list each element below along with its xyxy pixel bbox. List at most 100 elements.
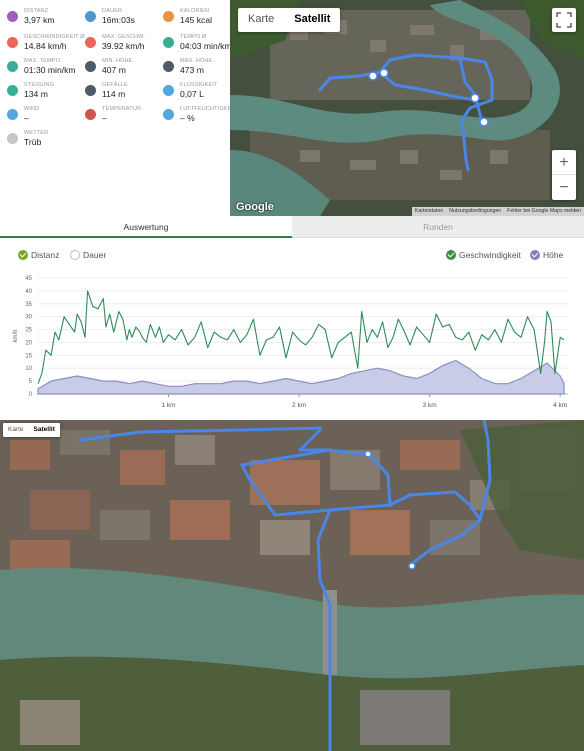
stat-thermometer: TEMPERATUR – (78, 102, 156, 128)
stat-value: 14.84 km/h (24, 41, 67, 51)
toggle-distance[interactable]: Distanz (18, 250, 59, 260)
y-tick-label: 25 (25, 328, 32, 334)
y-tick-label: 45 (25, 276, 32, 282)
mountain-min-icon (85, 61, 96, 72)
stat-label: TEMPO Ø (180, 34, 207, 40)
fullscreen-icon (556, 12, 572, 28)
stat-label: MAX. TEMPO (24, 58, 61, 64)
route-map-detail[interactable]: Karte Satellit (0, 420, 584, 751)
tab-auswertung[interactable]: Auswertung (0, 216, 292, 238)
x-tick-label: 1 km (161, 402, 175, 409)
stopwatch-icon (85, 11, 96, 22)
flame-icon (163, 11, 174, 22)
stat-label: FLÜSSIGKEIT (180, 82, 218, 88)
stat-value: 16m:03s (102, 15, 135, 25)
y-axis-label: km/h (13, 329, 19, 342)
satellite-imagery-detail (0, 420, 584, 751)
map-type-satellite-button[interactable]: Satellit (294, 13, 331, 25)
stat-mountain-max: MAX. HÖHE 473 m (156, 54, 234, 80)
toggle-altitude-label: Höhe (543, 250, 564, 260)
toggle-duration[interactable]: Dauer (70, 250, 106, 260)
stat-humidity: LUFTFEUCHTIGKEIT – % (156, 102, 237, 128)
map-attribution: Kartendaten Nutzungsbedingungen Fehler b… (411, 207, 584, 216)
toggle-duration-label: Dauer (83, 250, 107, 260)
altitude-series-area (37, 359, 565, 395)
y-tick-label: 5 (29, 379, 33, 385)
route-path-detail (78, 420, 492, 751)
stat-label: GESCHWINDIGKEIT Ø (24, 34, 85, 40)
speedometer-max-icon (85, 37, 96, 48)
ascent-icon (7, 85, 18, 96)
x-tick-label: 2 km (292, 402, 306, 409)
checkbox-checked-icon (530, 250, 540, 260)
stat-value: – (102, 113, 107, 123)
water-drops-icon (163, 85, 174, 96)
stat-label: LUFTFEUCHTIGKEIT (180, 106, 237, 112)
map-type-control: Karte Satellit (238, 8, 341, 32)
stat-label: MAX. HÖHE (180, 58, 213, 64)
map-type-control-detail: Karte Satellit (3, 423, 60, 437)
checkbox-unchecked-icon (70, 250, 80, 260)
stat-label: MAX. GESCHW. (102, 34, 145, 40)
stat-label: WIND (24, 106, 40, 112)
zoom-out-button[interactable]: − (559, 179, 569, 196)
stat-mountain-min: MIN. HÖHE 407 m (78, 54, 156, 80)
stat-value: – % (180, 113, 195, 123)
chart-panel: Distanz Dauer Geschwindigkeit Höhe 0 5 10 1… (0, 238, 584, 420)
stat-cloud: WETTER Trüb (0, 126, 78, 152)
lap-markers (368, 68, 489, 127)
pace-max-icon (7, 61, 18, 72)
stats-panel: DISTANZ 3,97 km DAUER 16m:03s KALORIEN 145 kc… (0, 0, 237, 216)
speedometer-icon (7, 37, 18, 48)
descent-icon (85, 85, 96, 96)
stat-value: Trüb (24, 137, 42, 147)
wind-icon (7, 109, 18, 120)
stat-label: TEMPERATUR (102, 106, 142, 112)
stat-descent: GEFÄLLE 114 m (78, 78, 156, 104)
checkbox-checked-icon (18, 250, 28, 260)
lap-markers-detail (364, 450, 416, 570)
stat-flame: KALORIEN 145 kcal (156, 4, 234, 30)
stat-water-drops: FLÜSSIGKEIT 0,07 L (156, 78, 234, 104)
route-map-overview[interactable]: Karte Satellit + − Google Kartendaten Nu… (230, 0, 584, 216)
attribution-map-data-link[interactable]: Kartendaten (414, 208, 444, 214)
stat-ascent: STEIGUNG 134 m (0, 78, 78, 104)
stat-value: 39.92 km/h (102, 41, 145, 51)
pace-icon (163, 37, 174, 48)
toggle-speed[interactable]: Geschwindigkeit (446, 250, 521, 260)
stat-value: 145 kcal (180, 15, 213, 25)
zoom-in-button[interactable]: + (552, 150, 576, 175)
map-type-satellite-button-detail[interactable]: Satellit (33, 426, 55, 433)
analysis-tabs: Auswertung Runden (0, 216, 584, 238)
fullscreen-button[interactable] (552, 8, 576, 32)
zoom-control: + − (552, 150, 576, 200)
y-tick-label: 0 (29, 392, 33, 398)
stat-value: – (24, 113, 29, 123)
toggle-altitude[interactable]: Höhe (530, 250, 563, 260)
stat-pace-max: MAX. TEMPO 01:30 min/km (0, 54, 78, 80)
satellite-imagery (230, 0, 584, 216)
y-tick-label: 40 (25, 289, 32, 295)
speed-altitude-chart: 0 5 10 15 20 25 30 35 40 45 km/h 1 km 2 km 3 km 4 km (13, 276, 568, 409)
stat-label: WETTER (24, 130, 49, 136)
stat-label: DISTANZ (24, 8, 49, 14)
stat-value: 3,97 km (24, 15, 55, 25)
stat-speedometer-max: MAX. GESCHW. 39.92 km/h (78, 30, 156, 56)
toggle-distance-label: Distanz (31, 250, 60, 260)
stat-wind: WIND – (0, 102, 78, 128)
attribution-terms-link[interactable]: Nutzungsbedingungen (449, 208, 502, 214)
stat-speedometer: GESCHWINDIGKEIT Ø 14.84 km/h (0, 30, 85, 56)
map-type-karte-button-detail[interactable]: Karte (8, 426, 24, 433)
stat-value: 04:03 min/km (180, 41, 232, 51)
map-type-karte-button[interactable]: Karte (248, 13, 275, 25)
checkbox-checked-icon (446, 250, 456, 260)
y-tick-label: 15 (25, 353, 32, 359)
y-tick-label: 30 (25, 315, 32, 321)
tab-runden[interactable]: Runden (292, 216, 584, 238)
route-path (318, 53, 494, 172)
stat-label: DAUER (102, 8, 123, 14)
y-tick-label: 35 (25, 302, 32, 308)
attribution-report-link[interactable]: Fehler bei Google Maps melden (507, 208, 581, 214)
x-tick-label: 3 km (423, 402, 437, 409)
route-icon (7, 11, 18, 22)
